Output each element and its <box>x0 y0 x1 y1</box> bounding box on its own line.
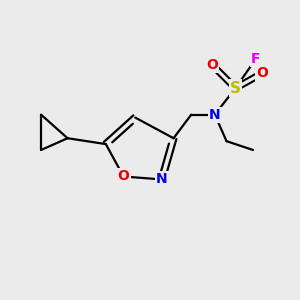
Text: O: O <box>256 66 268 80</box>
Text: F: F <box>251 52 261 66</box>
Text: N: N <box>209 108 220 122</box>
Text: O: O <box>118 169 129 184</box>
Text: O: O <box>206 58 218 72</box>
Text: N: N <box>156 172 168 186</box>
Text: S: S <box>230 81 241 96</box>
